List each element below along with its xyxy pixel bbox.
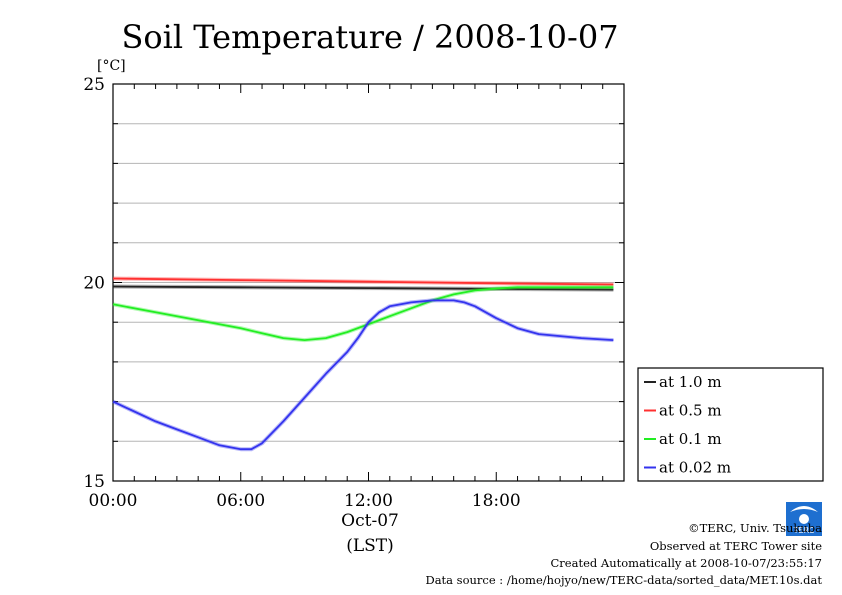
credit-observed: Observed at TERC Tower site	[650, 539, 822, 553]
series-line-0	[112, 285, 614, 291]
logo-text: TERC	[793, 526, 815, 535]
series-line-1	[112, 277, 614, 286]
x-tick-label: 12:00	[344, 491, 393, 511]
y-tick-label: 15	[83, 472, 105, 492]
x-date-label: Oct-07	[341, 511, 399, 531]
series-line-3	[112, 299, 614, 451]
credit-copyright: ©TERC, Univ. Tsukuba	[688, 521, 822, 535]
y-ticks: 25 20 15	[83, 75, 624, 492]
logo-wave-icon	[790, 506, 818, 512]
logo-drop-icon	[799, 514, 809, 524]
legend-label: at 0.1 m	[659, 430, 722, 448]
x-axis-label: (LST)	[346, 536, 394, 556]
credit-source: Data source : /home/hojyo/new/TERC-data/…	[425, 573, 822, 587]
chart-title: Soil Temperature / 2008-10-07	[121, 18, 618, 56]
credit-created: Created Automatically at 2008-10-07/23:5…	[551, 556, 823, 570]
legend: at 1.0 m at 0.5 m at 0.1 m at 0.02 m	[637, 367, 824, 482]
legend-box	[637, 367, 824, 482]
y-tick-label: 25	[83, 75, 105, 95]
x-tick-label: 06:00	[216, 491, 265, 511]
y-axis-unit: [°C]	[97, 58, 126, 74]
y-tick-label: 20	[83, 274, 105, 294]
series-halo-3	[112, 298, 614, 452]
x-tick-label: 18:00	[472, 491, 521, 511]
series-line-2	[112, 286, 614, 341]
series-lines	[112, 276, 614, 452]
terc-logo: TERC	[786, 502, 822, 536]
legend-label: at 0.5 m	[659, 402, 722, 420]
x-ticks: 00:00 06:00 12:00 18:00	[89, 84, 625, 511]
legend-label: at 0.02 m	[659, 459, 731, 477]
x-tick-label: 00:00	[89, 491, 138, 511]
legend-label: at 1.0 m	[659, 373, 722, 391]
